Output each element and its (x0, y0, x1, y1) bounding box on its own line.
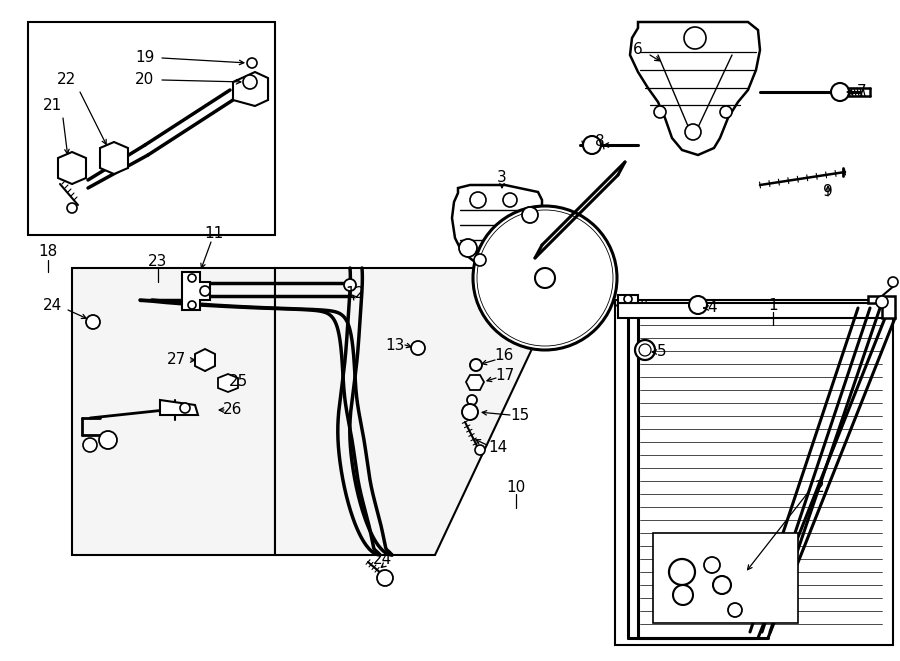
Polygon shape (182, 272, 210, 310)
Text: 16: 16 (494, 348, 514, 364)
Text: 14: 14 (489, 440, 508, 455)
Circle shape (888, 277, 898, 287)
Circle shape (704, 557, 720, 573)
Bar (28, 22, 275, 235)
Circle shape (635, 340, 655, 360)
Circle shape (247, 58, 257, 68)
Text: 7: 7 (857, 85, 867, 100)
Polygon shape (466, 375, 484, 390)
Circle shape (470, 192, 486, 208)
Text: 20: 20 (135, 73, 155, 87)
Circle shape (713, 576, 731, 594)
Circle shape (243, 75, 257, 89)
Circle shape (503, 236, 587, 320)
Text: 6: 6 (633, 42, 643, 58)
Circle shape (685, 124, 701, 140)
Polygon shape (58, 152, 86, 184)
Polygon shape (100, 142, 128, 174)
Circle shape (188, 301, 196, 309)
Text: 17: 17 (495, 368, 515, 383)
Text: 24: 24 (374, 553, 392, 568)
Circle shape (520, 253, 570, 303)
Text: 8: 8 (595, 134, 605, 149)
Polygon shape (233, 72, 268, 106)
Polygon shape (452, 185, 542, 268)
Text: 11: 11 (204, 225, 223, 241)
Circle shape (86, 315, 100, 329)
Circle shape (503, 193, 517, 207)
Polygon shape (618, 303, 895, 318)
Circle shape (467, 395, 477, 405)
Text: 15: 15 (510, 407, 529, 422)
Text: 10: 10 (507, 479, 526, 494)
Text: 21: 21 (42, 98, 61, 112)
Circle shape (180, 403, 190, 413)
Text: 5: 5 (657, 344, 667, 360)
Circle shape (462, 404, 478, 420)
Circle shape (639, 344, 651, 356)
Text: 18: 18 (39, 245, 58, 260)
Circle shape (200, 286, 210, 296)
Circle shape (480, 213, 610, 343)
Text: 25: 25 (229, 375, 248, 389)
Polygon shape (160, 400, 198, 415)
Circle shape (522, 207, 538, 223)
Circle shape (831, 83, 849, 101)
Text: 23: 23 (148, 254, 167, 270)
Text: 2: 2 (815, 481, 824, 496)
Circle shape (99, 431, 117, 449)
Circle shape (475, 445, 485, 455)
Circle shape (673, 585, 693, 605)
Circle shape (876, 296, 888, 308)
Text: 22: 22 (58, 73, 76, 87)
Circle shape (188, 274, 196, 282)
Text: 1: 1 (769, 297, 778, 313)
Text: 24: 24 (42, 297, 61, 313)
Circle shape (377, 570, 393, 586)
Text: 12: 12 (346, 286, 365, 301)
Circle shape (487, 220, 603, 336)
Polygon shape (218, 374, 238, 392)
Circle shape (684, 27, 706, 49)
Circle shape (477, 210, 613, 346)
Text: 19: 19 (135, 50, 155, 65)
Text: 9: 9 (824, 184, 832, 200)
Circle shape (728, 603, 742, 617)
Text: 4: 4 (707, 301, 716, 315)
Polygon shape (630, 22, 760, 155)
Text: 26: 26 (223, 403, 243, 418)
Circle shape (344, 279, 356, 291)
Text: 3: 3 (497, 171, 507, 186)
Circle shape (583, 136, 601, 154)
Circle shape (689, 296, 707, 314)
Circle shape (219, 376, 231, 388)
Polygon shape (618, 295, 638, 303)
Bar (615, 300, 893, 645)
Text: 27: 27 (166, 352, 185, 368)
Polygon shape (195, 349, 215, 371)
Polygon shape (275, 268, 570, 555)
Circle shape (483, 216, 607, 340)
Circle shape (83, 438, 97, 452)
Circle shape (669, 559, 695, 585)
Circle shape (67, 203, 77, 213)
Circle shape (459, 239, 477, 257)
Circle shape (411, 341, 425, 355)
Polygon shape (868, 296, 895, 318)
Circle shape (720, 106, 732, 118)
Circle shape (473, 206, 617, 350)
Circle shape (654, 106, 666, 118)
Text: 13: 13 (385, 338, 405, 352)
Bar (653, 533, 798, 623)
Circle shape (470, 359, 482, 371)
Circle shape (535, 268, 555, 288)
Polygon shape (72, 268, 275, 555)
Circle shape (624, 295, 632, 303)
Circle shape (474, 254, 486, 266)
